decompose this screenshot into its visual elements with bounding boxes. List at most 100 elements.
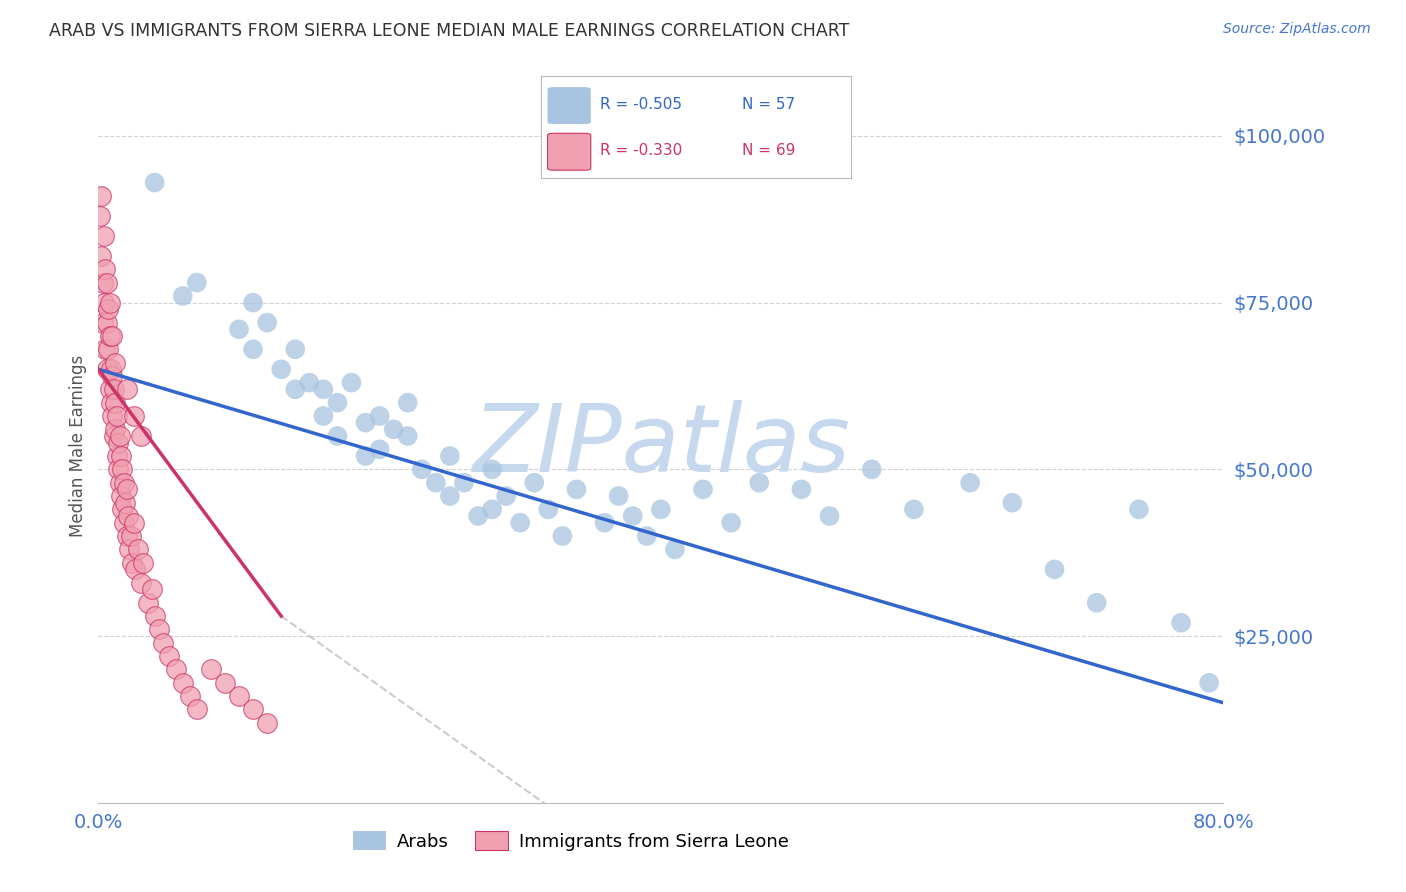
Point bbox=[551, 529, 574, 543]
Point bbox=[122, 516, 145, 530]
Point bbox=[108, 429, 131, 443]
Point bbox=[96, 362, 118, 376]
Point bbox=[565, 483, 588, 497]
Point bbox=[312, 382, 335, 396]
Point bbox=[111, 502, 134, 516]
Point bbox=[298, 376, 321, 390]
Point bbox=[148, 623, 170, 637]
Point bbox=[228, 689, 250, 703]
Point bbox=[107, 462, 129, 476]
Point bbox=[959, 475, 981, 490]
Text: R = -0.505: R = -0.505 bbox=[600, 97, 682, 112]
Point bbox=[509, 516, 531, 530]
Point bbox=[860, 462, 883, 476]
Point bbox=[495, 489, 517, 503]
Point bbox=[89, 209, 111, 223]
Point bbox=[1170, 615, 1192, 630]
Point bbox=[439, 489, 461, 503]
Point bbox=[312, 409, 335, 423]
Point bbox=[104, 356, 127, 370]
Point bbox=[94, 262, 117, 277]
Point bbox=[1085, 596, 1108, 610]
Point bbox=[172, 675, 194, 690]
Point bbox=[1128, 502, 1150, 516]
Point bbox=[111, 462, 134, 476]
Point bbox=[100, 395, 122, 409]
Point bbox=[1198, 675, 1220, 690]
Point bbox=[118, 542, 141, 557]
Point bbox=[607, 489, 630, 503]
Text: ARAB VS IMMIGRANTS FROM SIERRA LEONE MEDIAN MALE EARNINGS CORRELATION CHART: ARAB VS IMMIGRANTS FROM SIERRA LEONE MED… bbox=[49, 22, 849, 40]
Point bbox=[692, 483, 714, 497]
Point bbox=[100, 362, 122, 376]
Point bbox=[94, 343, 117, 357]
Point bbox=[115, 382, 138, 396]
Point bbox=[368, 442, 391, 457]
Point bbox=[117, 509, 139, 524]
Point bbox=[481, 462, 503, 476]
Point bbox=[93, 295, 115, 310]
Point bbox=[93, 228, 115, 243]
Point bbox=[114, 496, 136, 510]
Point bbox=[97, 302, 120, 317]
Point bbox=[903, 502, 925, 516]
Point bbox=[242, 702, 264, 716]
Point bbox=[396, 429, 419, 443]
Point bbox=[453, 475, 475, 490]
Point bbox=[101, 329, 124, 343]
Point bbox=[104, 422, 127, 436]
Point bbox=[112, 475, 135, 490]
Point bbox=[326, 429, 349, 443]
Point bbox=[214, 675, 236, 690]
Legend: Arabs, Immigrants from Sierra Leone: Arabs, Immigrants from Sierra Leone bbox=[346, 824, 796, 858]
Point bbox=[110, 449, 132, 463]
Point bbox=[179, 689, 201, 703]
Point bbox=[112, 516, 135, 530]
Point bbox=[664, 542, 686, 557]
Point bbox=[284, 343, 307, 357]
Point bbox=[200, 662, 222, 676]
Point bbox=[368, 409, 391, 423]
Point bbox=[141, 582, 163, 597]
Point bbox=[326, 395, 349, 409]
Point bbox=[104, 395, 127, 409]
Point bbox=[115, 529, 138, 543]
Point bbox=[110, 489, 132, 503]
Point bbox=[107, 435, 129, 450]
Point bbox=[120, 529, 142, 543]
Point bbox=[481, 502, 503, 516]
Point bbox=[636, 529, 658, 543]
Point bbox=[650, 502, 672, 516]
Point bbox=[124, 562, 146, 576]
Point bbox=[748, 475, 770, 490]
Point bbox=[157, 649, 180, 664]
Point bbox=[228, 322, 250, 336]
Point bbox=[354, 449, 377, 463]
Point bbox=[143, 609, 166, 624]
Point bbox=[103, 382, 125, 396]
Text: Source: ZipAtlas.com: Source: ZipAtlas.com bbox=[1223, 22, 1371, 37]
Point bbox=[136, 596, 159, 610]
Point bbox=[270, 362, 292, 376]
Point bbox=[90, 249, 112, 263]
Point bbox=[396, 395, 419, 409]
Point bbox=[186, 276, 208, 290]
FancyBboxPatch shape bbox=[547, 133, 591, 170]
Point bbox=[186, 702, 208, 716]
Point bbox=[382, 422, 405, 436]
Point bbox=[411, 462, 433, 476]
Point bbox=[105, 409, 128, 423]
Point bbox=[96, 276, 118, 290]
Point bbox=[103, 429, 125, 443]
Point bbox=[439, 449, 461, 463]
Point bbox=[90, 189, 112, 203]
Point bbox=[127, 542, 149, 557]
Point bbox=[101, 368, 124, 383]
Point bbox=[242, 295, 264, 310]
Point bbox=[818, 509, 841, 524]
Point bbox=[129, 575, 152, 590]
FancyBboxPatch shape bbox=[547, 87, 591, 124]
Point bbox=[129, 429, 152, 443]
Point bbox=[97, 343, 120, 357]
Point bbox=[91, 276, 114, 290]
